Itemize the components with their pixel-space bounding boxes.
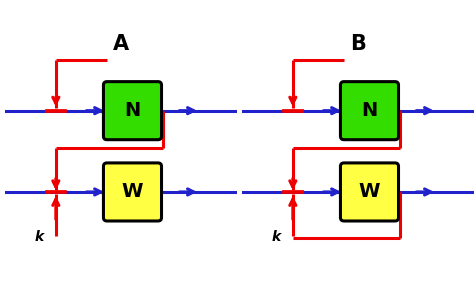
FancyBboxPatch shape (103, 163, 162, 221)
FancyBboxPatch shape (103, 82, 162, 140)
Text: B: B (350, 34, 366, 54)
Text: A: A (113, 34, 129, 54)
FancyBboxPatch shape (340, 163, 399, 221)
Text: N: N (124, 101, 141, 120)
Text: W: W (359, 182, 380, 201)
Text: k: k (35, 230, 44, 244)
Text: W: W (122, 182, 143, 201)
Text: k: k (272, 230, 281, 244)
FancyBboxPatch shape (340, 82, 399, 140)
Text: N: N (361, 101, 378, 120)
